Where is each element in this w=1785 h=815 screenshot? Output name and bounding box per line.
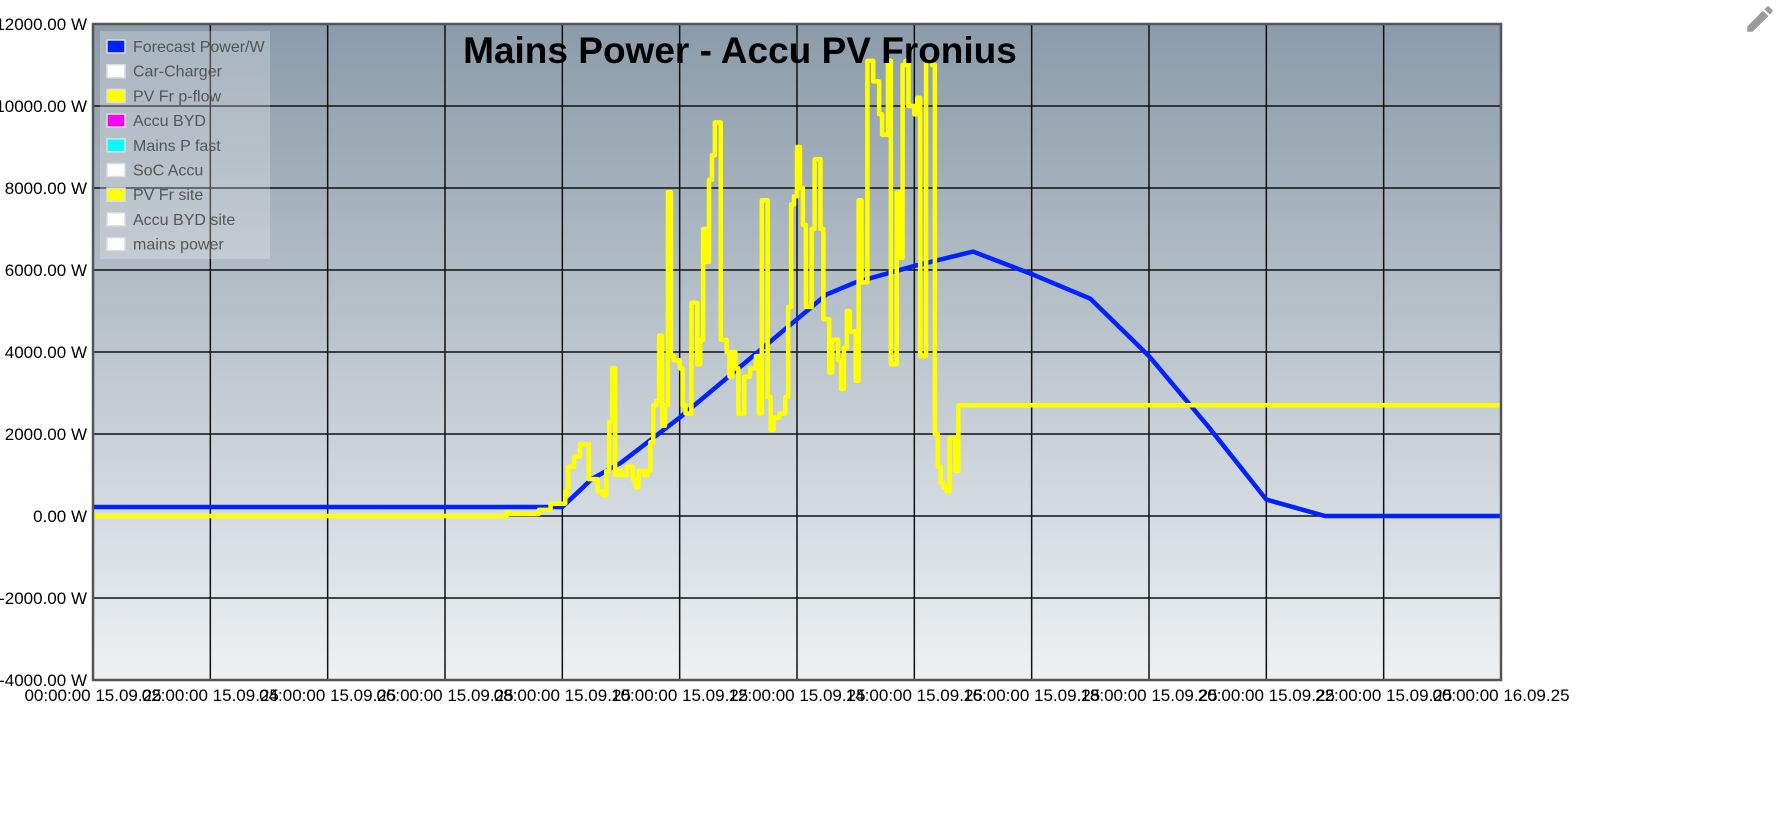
legend-label[interactable]: mains power xyxy=(133,237,224,254)
chart-title: Mains Power - Accu PV Fronius xyxy=(463,30,1017,71)
legend-label[interactable]: PV Fr p-flow xyxy=(133,88,221,105)
x-tick-label: 00:00:00 15.09.25 xyxy=(24,686,161,705)
legend-swatch[interactable] xyxy=(106,212,126,227)
legend-label[interactable]: PV Fr site xyxy=(133,187,203,204)
plot-frame xyxy=(91,22,1503,682)
edit-button[interactable] xyxy=(1743,2,1777,36)
series-layer xyxy=(93,58,1501,519)
x-tick-label: 16:00:00 15.09.25 xyxy=(963,686,1100,705)
x-tick-label: 14:00:00 15.09.25 xyxy=(846,686,983,705)
legend-swatch[interactable] xyxy=(106,138,126,153)
pencil-icon xyxy=(1747,6,1773,32)
series-line-pv-fr-site xyxy=(93,58,1501,519)
x-tick-label: 00:00:00 16.09.25 xyxy=(1432,686,1569,705)
y-axis: 12000.00 W 10000.00 W 8000.00 W 6000.00 W 40… xyxy=(0,15,87,690)
legend-label[interactable]: Forecast Power/W xyxy=(133,39,265,56)
y-tick-label: 4000.00 W xyxy=(5,343,87,362)
x-tick-label: 08:00:00 15.09.25 xyxy=(494,686,631,705)
x-tick-label: 10:00:00 15.09.25 xyxy=(611,686,748,705)
legend-swatch[interactable] xyxy=(106,88,126,104)
x-tick-label: 04:00:00 15.09.25 xyxy=(259,686,396,705)
legend-swatch[interactable] xyxy=(106,39,126,54)
legend-swatch[interactable] xyxy=(106,113,126,128)
x-tick-label: 20:00:00 15.09.25 xyxy=(1198,686,1335,705)
legend-label[interactable]: Car-Charger xyxy=(133,64,223,81)
y-tick-label: 0.00 W xyxy=(33,507,87,526)
legend-label[interactable]: Accu BYD xyxy=(133,113,206,130)
x-tick-label: 02:00:00 15.09.25 xyxy=(142,686,279,705)
x-tick-label: 22:00:00 15.09.25 xyxy=(1315,686,1452,705)
legend[interactable]: Forecast Power/W Car-Charger PV Fr p-flow A… xyxy=(100,31,270,259)
x-tick-label: 06:00:00 15.09.25 xyxy=(376,686,513,705)
y-tick-label: 2000.00 W xyxy=(5,425,87,444)
legend-swatch[interactable] xyxy=(106,162,126,178)
legend-label[interactable]: Accu BYD site xyxy=(133,212,235,229)
legend-label[interactable]: SoC Accu xyxy=(133,163,203,180)
legend-label[interactable]: Mains P fast xyxy=(133,138,221,155)
x-tick-label: 18:00:00 15.09.25 xyxy=(1080,686,1217,705)
legend-swatch[interactable] xyxy=(106,63,126,79)
y-tick-label: 10000.00 W xyxy=(0,97,87,116)
legend-swatch[interactable] xyxy=(106,236,126,252)
legend-swatch[interactable] xyxy=(106,187,126,202)
y-tick-label: -2000.00 W xyxy=(0,589,87,608)
y-tick-label: 6000.00 W xyxy=(5,261,87,280)
y-tick-label: 12000.00 W xyxy=(0,15,87,34)
y-tick-label: 8000.00 W xyxy=(5,179,87,198)
x-tick-label: 12:00:00 15.09.25 xyxy=(728,686,865,705)
legend-box xyxy=(100,31,270,259)
y-tick-label: -4000.00 W xyxy=(0,671,87,690)
